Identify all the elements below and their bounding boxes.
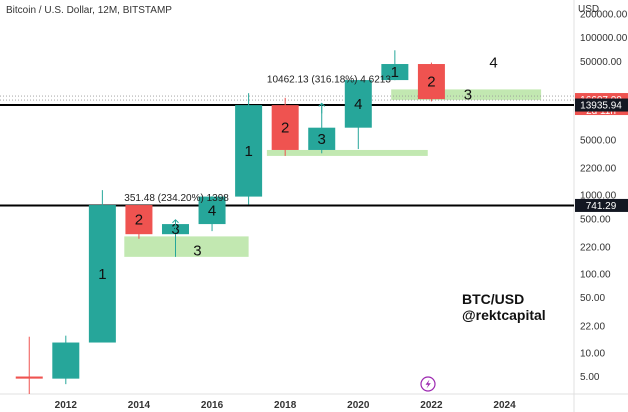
up-arrow-head	[318, 102, 326, 107]
chart-header-title: Bitcoin / U.S. Dollar, 12M, BITSTAMP	[6, 5, 172, 16]
support-zone-3	[391, 89, 542, 100]
candle-body-2018	[271, 105, 299, 150]
support-zone-1	[124, 236, 249, 257]
candle-2021[interactable]	[381, 50, 409, 81]
support-zone-2	[266, 149, 428, 156]
candle-2013[interactable]	[88, 190, 116, 343]
candle-body-2017	[235, 105, 263, 197]
cycle-phase-extra-label-2: 3	[464, 86, 472, 103]
tradingview-logo-icon[interactable]	[420, 376, 436, 392]
y-tick-label: 50000.00	[580, 57, 622, 68]
y-tick-label: 5000.00	[580, 136, 617, 147]
y-tick-label: 5.00	[580, 372, 600, 383]
cycle-phase-label-2019: 3	[318, 131, 326, 148]
y-axis-currency-label: USD	[578, 4, 599, 15]
key-level-badge-1-bg	[575, 98, 628, 112]
candle-body-2019	[308, 127, 336, 150]
y-tick-label: 10.00	[580, 348, 605, 359]
candle-body-2011	[15, 376, 43, 379]
y-tick-label: 1000.00	[580, 191, 617, 202]
y-tick-label: 100000.00	[580, 33, 628, 44]
candle-2014[interactable]	[125, 205, 153, 239]
cycle-phase-label-2018: 2	[281, 120, 289, 137]
key-level-badge-2-text-1: 741.29	[586, 201, 617, 212]
x-tick-label: 2012	[55, 400, 78, 411]
measure-annotation-2: 10462.13 (316.18%) 4 6213	[267, 74, 391, 85]
y-tick-label: 500.00	[580, 214, 611, 225]
candle-body-2012	[52, 342, 80, 379]
candle-2012[interactable]	[52, 335, 80, 385]
y-tick-label: 22.00	[580, 321, 605, 332]
cycle-phase-label-2016: 4	[208, 202, 216, 219]
x-tick-label: 2014	[128, 400, 151, 411]
candle-body-2021	[381, 64, 409, 81]
cycle-phase-extra-label-3: 4	[489, 55, 497, 72]
measure-annotation-1: 351.48 (234.20%) 1398	[124, 193, 229, 204]
candle-body-2014	[125, 205, 153, 235]
brand-handle-label: @rektcapital	[462, 307, 546, 323]
cycle-phase-label-2020: 4	[354, 96, 362, 113]
cycle-phase-label-2014: 2	[135, 212, 143, 229]
candle-body-2020	[344, 80, 372, 128]
candle-body-2013	[88, 205, 116, 343]
x-tick-label: 2022	[420, 400, 443, 411]
y-tick-label: 100.00	[580, 269, 611, 280]
candle-body-2022	[417, 64, 445, 100]
candle-2011[interactable]	[15, 336, 43, 394]
up-arrow-icon	[318, 102, 326, 114]
x-tick-label: 2018	[274, 400, 297, 411]
candle-2018[interactable]	[271, 97, 299, 156]
key-level-badge-1: 13935.94	[575, 98, 628, 112]
x-tick-label: 2024	[493, 400, 516, 411]
candle-2017[interactable]	[235, 93, 263, 205]
key-level-badge-2-bg	[575, 198, 628, 212]
y-tick-label: 200000.00	[580, 9, 628, 20]
cycle-phase-label-2017: 1	[244, 143, 252, 160]
key-level-badge-1-text-1: 13935.94	[580, 101, 622, 112]
y-tick-label: 2200.00	[580, 164, 617, 175]
brand-pair-label: BTC/USD	[462, 291, 524, 307]
candle-2020[interactable]	[344, 79, 372, 150]
cycle-phase-label-2021: 1	[391, 64, 399, 81]
x-tick-label: 2016	[201, 400, 224, 411]
key-level-badge-2: 741.29	[575, 198, 628, 212]
up-arrow-icon	[172, 219, 179, 230]
y-tick-label: 220.00	[580, 243, 611, 254]
candle-2022[interactable]	[417, 62, 445, 102]
cycle-phase-extra-label-1: 3	[193, 242, 201, 259]
cycle-phase-label-2022: 2	[427, 74, 435, 91]
x-tick-label: 2020	[347, 400, 370, 411]
up-arrow-head	[172, 219, 179, 224]
cycle-phase-label-2013: 1	[98, 266, 106, 283]
candle-body-2016	[198, 196, 226, 225]
y-tick-label: 50.00	[580, 293, 605, 304]
candle-2016[interactable]	[198, 196, 226, 232]
